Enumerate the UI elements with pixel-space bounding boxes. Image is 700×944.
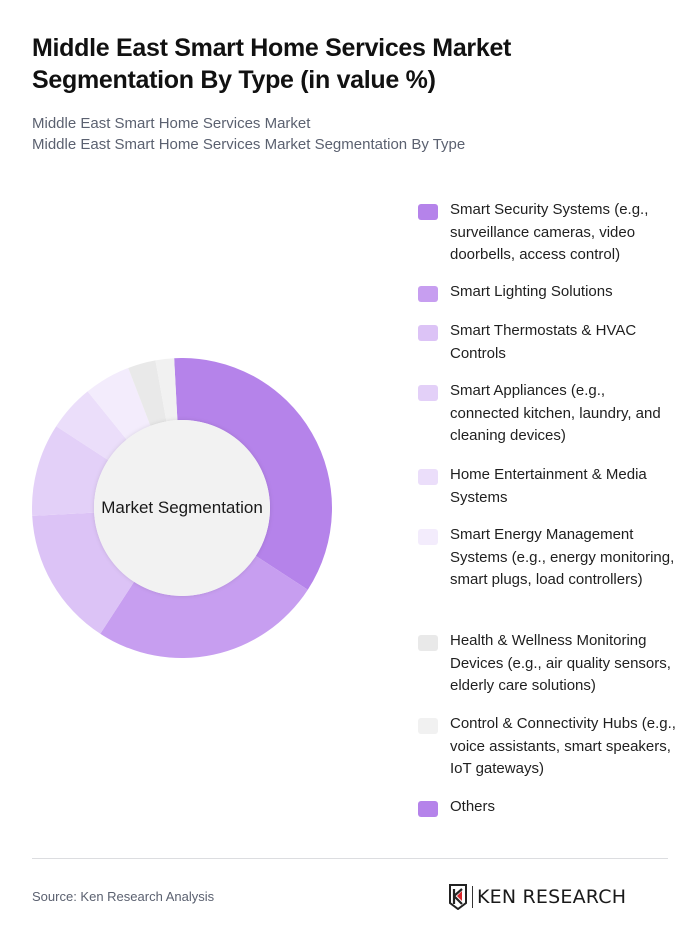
legend-label: Health & Wellness Monitoring Devices (e.… xyxy=(450,632,671,694)
legend-swatch-icon xyxy=(418,529,438,545)
legend-item-health-wellness[interactable]: Health & Wellness Monitoring Devices (e.… xyxy=(418,630,678,698)
donut-slice[interactable] xyxy=(155,358,178,422)
donut-chart-svg xyxy=(32,358,332,658)
legend-label: Home Entertainment & Media Systems xyxy=(450,466,647,506)
legend-swatch-icon xyxy=(418,801,438,817)
donut-slice[interactable] xyxy=(174,358,332,590)
ken-research-logo: KEN RESEARCH xyxy=(448,883,626,911)
legend-label: Others xyxy=(450,798,496,815)
legend-label: Smart Lighting Solutions xyxy=(450,283,613,300)
ken-research-logo-icon xyxy=(449,884,467,910)
source-note: Source: Ken Research Analysis xyxy=(32,889,215,904)
legend-swatch-icon xyxy=(418,325,438,341)
page-title: Middle East Smart Home Services Market S… xyxy=(32,34,512,94)
legend-item-smart-energy[interactable]: Smart Energy Management Systems (e.g., e… xyxy=(418,524,678,592)
legend-swatch-icon xyxy=(418,635,438,651)
legend-item-smart-appliances[interactable]: Smart Appliances (e.g., connected kitche… xyxy=(418,380,678,448)
donut-slice[interactable] xyxy=(32,512,135,634)
legend-item-others[interactable]: Others xyxy=(418,796,678,819)
donut-chart: Market Segmentation xyxy=(32,358,332,658)
legend-label: Smart Energy Management Systems (e.g., e… xyxy=(450,526,675,588)
donut-hole xyxy=(94,420,270,596)
donut-slice[interactable] xyxy=(100,555,308,658)
legend-item-smart-security[interactable]: Smart Security Systems (e.g., surveillan… xyxy=(418,199,678,267)
legend-swatch-icon xyxy=(418,469,438,485)
footer-divider xyxy=(32,858,668,859)
subtitle: Middle East Smart Home Services Market M… xyxy=(32,113,465,155)
donut-slice[interactable] xyxy=(56,391,127,461)
legend-item-control-hubs[interactable]: Control & Connectivity Hubs (e.g., voice… xyxy=(418,713,678,781)
subtitle-line-1: Middle East Smart Home Services Market xyxy=(32,115,311,132)
subtitle-line-2: Middle East Smart Home Services Market S… xyxy=(32,136,466,153)
legend-label: Smart Thermostats & HVAC Controls xyxy=(450,322,637,362)
donut-slice[interactable] xyxy=(128,360,167,426)
donut-slice[interactable] xyxy=(32,426,109,516)
logo-text: KEN RESEARCH xyxy=(477,886,627,908)
legend-swatch-icon xyxy=(418,718,438,734)
legend-swatch-icon xyxy=(418,204,438,220)
legend-label: Smart Appliances (e.g., connected kitche… xyxy=(450,382,661,444)
legend-item-smart-thermostats[interactable]: Smart Thermostats & HVAC Controls xyxy=(418,320,678,365)
legend-item-smart-lighting[interactable]: Smart Lighting Solutions xyxy=(418,281,678,304)
logo-separator xyxy=(472,886,473,908)
legend-label: Smart Security Systems (e.g., surveillan… xyxy=(450,201,649,263)
donut-slice[interactable] xyxy=(87,367,151,440)
legend-swatch-icon xyxy=(418,385,438,401)
legend-swatch-icon xyxy=(418,286,438,302)
legend-item-home-entertainment[interactable]: Home Entertainment & Media Systems xyxy=(418,464,678,509)
legend-label: Control & Connectivity Hubs (e.g., voice… xyxy=(450,715,676,777)
